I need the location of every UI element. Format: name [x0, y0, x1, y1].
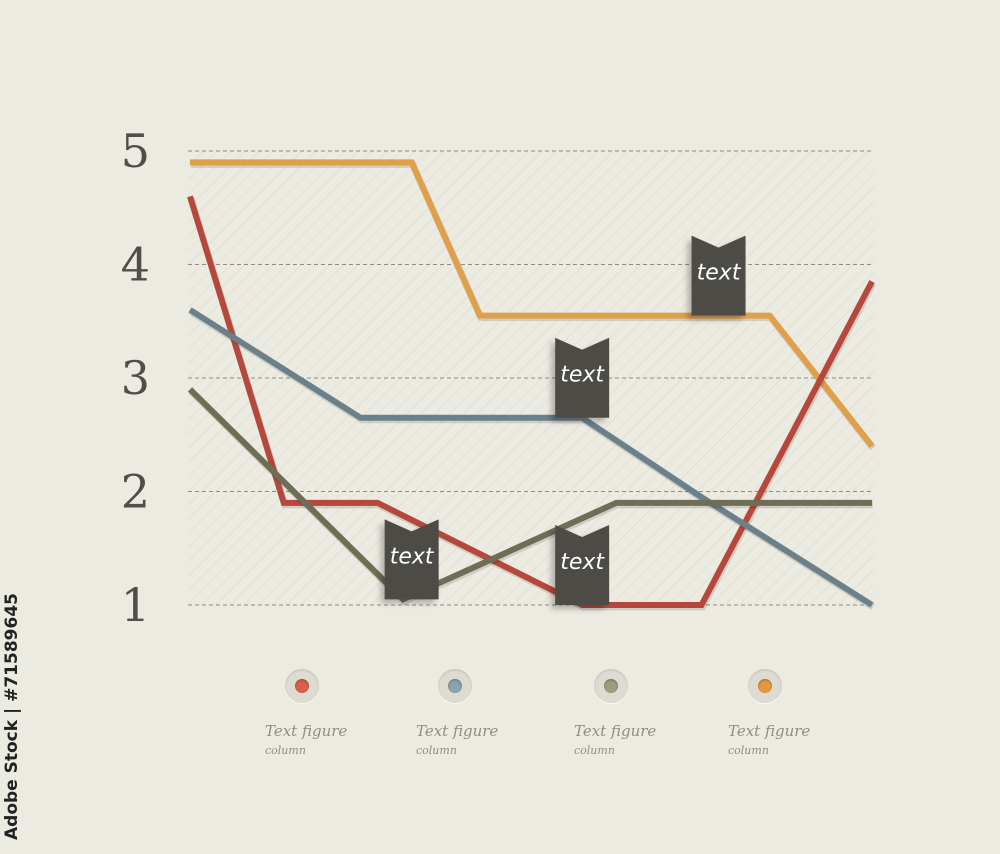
annotation-label: text: [390, 544, 435, 569]
annotation-tag: text: [555, 337, 610, 418]
annotation-tag: text: [384, 519, 439, 600]
y-tick-label: 4: [121, 238, 150, 292]
legend-sublabel: column: [574, 744, 615, 757]
legend-marker: [438, 669, 472, 703]
y-tick-label: 2: [121, 465, 150, 519]
legend-label: Text figure: [728, 722, 811, 740]
y-axis: 5 4 3 2 1: [121, 124, 150, 632]
series-lines: [187, 159, 877, 611]
legend-marker: [285, 669, 319, 703]
legend-sublabel: column: [416, 744, 457, 757]
y-tick-label: 3: [121, 351, 150, 405]
legend-label: Text figure: [574, 722, 657, 740]
legend-sublabel: column: [265, 744, 306, 757]
annotation-tags: text text text text: [384, 235, 746, 605]
annotation-tag-shape: [384, 519, 439, 600]
legend-sublabel: column: [728, 744, 769, 757]
annotation-tag-shape: [691, 235, 746, 316]
annotation-tag: text: [691, 235, 746, 316]
y-tick-label: 5: [121, 124, 150, 178]
legend-label: Text figure: [416, 722, 499, 740]
series-line-1: [190, 159, 875, 448]
watermark: Adobe Stock | #71589645: [0, 0, 36, 854]
series-line-2: [187, 195, 875, 608]
annotation-label: text: [560, 550, 605, 575]
y-tick-label: 1: [121, 578, 150, 632]
annotation-tag-shape: [555, 337, 610, 418]
legend-marker: [594, 669, 628, 703]
annotation-tag-shape: [555, 525, 610, 605]
annotation-label: text: [697, 261, 742, 286]
series-line-4: [187, 387, 872, 603]
watermark-text: Adobe Stock | #71589645: [2, 593, 22, 840]
series-line-3: [188, 307, 874, 608]
annotation-label: text: [560, 363, 605, 388]
legend-marker: [748, 669, 782, 703]
annotation-tag: text: [555, 525, 610, 605]
legend-label: Text figure: [265, 722, 348, 740]
